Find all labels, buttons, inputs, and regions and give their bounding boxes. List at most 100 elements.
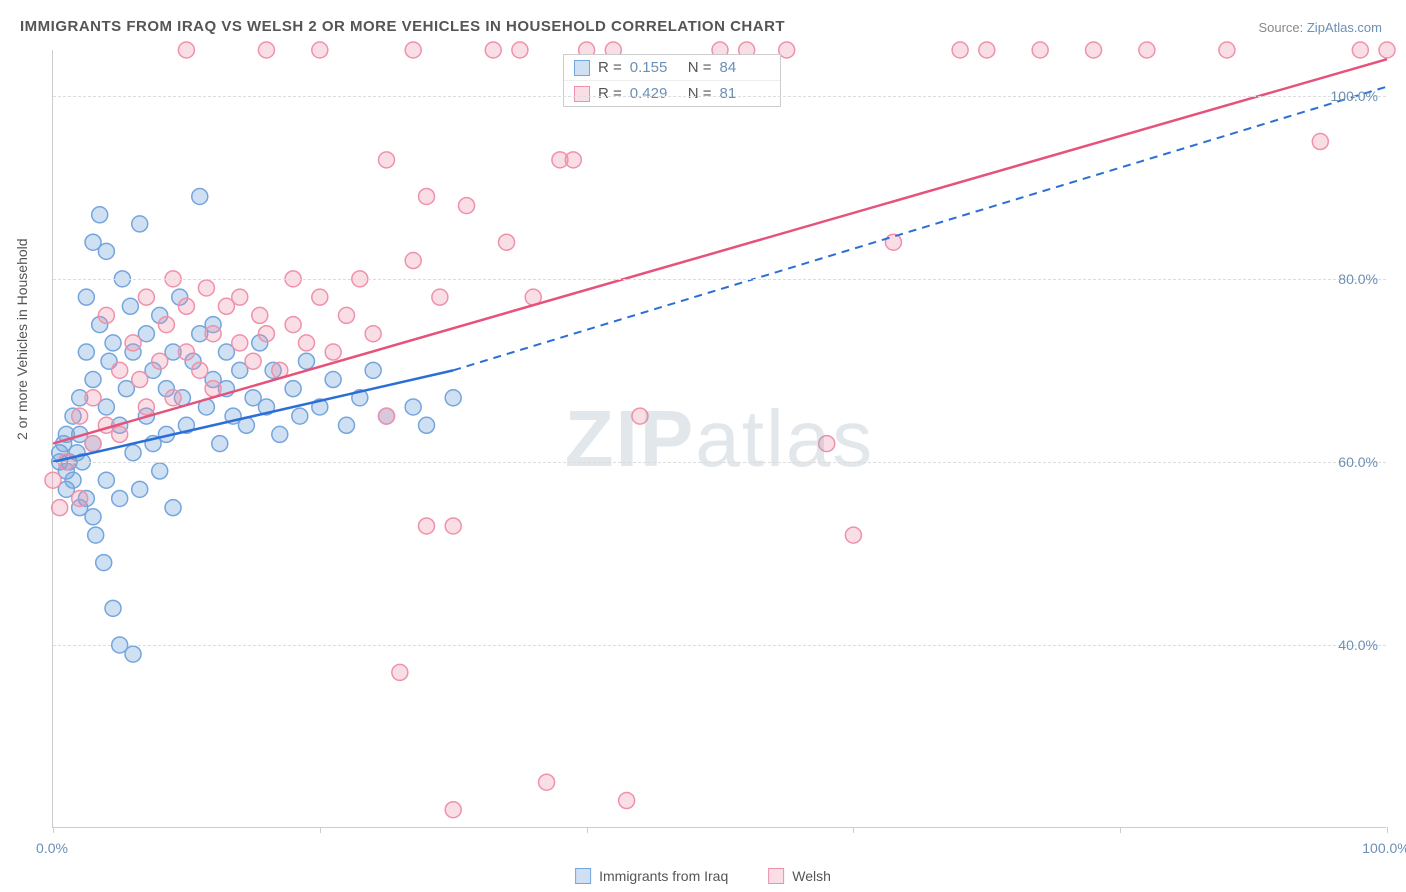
stats-r-value-series2: 0.429 [630, 85, 680, 102]
chart-plot-area: ZIPatlas R = 0.155 N = 84 R = 0.429 N = … [52, 50, 1386, 828]
scatter-point [512, 42, 528, 58]
scatter-point [192, 188, 208, 204]
x-tick [1387, 827, 1388, 833]
scatter-point [979, 42, 995, 58]
scatter-point [1352, 42, 1368, 58]
scatter-point [132, 372, 148, 388]
scatter-point [132, 481, 148, 497]
stats-n-label: N = [688, 85, 712, 102]
source-prefix: Source: [1258, 20, 1306, 35]
x-tick-label: 0.0% [36, 840, 68, 856]
stats-r-value-series1: 0.155 [630, 59, 680, 76]
scatter-point [78, 344, 94, 360]
scatter-point [392, 664, 408, 680]
scatter-point [419, 188, 435, 204]
scatter-point [85, 372, 101, 388]
scatter-point [292, 408, 308, 424]
legend-label-series2: Welsh [792, 868, 831, 884]
scatter-point [138, 289, 154, 305]
scatter-point [152, 463, 168, 479]
scatter-point [85, 509, 101, 525]
x-tick [53, 827, 54, 833]
scatter-point [325, 344, 341, 360]
scatter-point [405, 42, 421, 58]
source-link[interactable]: ZipAtlas.com [1307, 20, 1382, 35]
scatter-point [405, 399, 421, 415]
scatter-point [312, 289, 328, 305]
scatter-point [65, 472, 81, 488]
scatter-point [158, 317, 174, 333]
scatter-point [112, 362, 128, 378]
scatter-point [419, 518, 435, 534]
scatter-point [445, 518, 461, 534]
x-tick [1120, 827, 1121, 833]
scatter-point [205, 381, 221, 397]
scatter-point [125, 646, 141, 662]
scatter-point [565, 152, 581, 168]
stats-n-value-series1: 84 [720, 59, 770, 76]
scatter-point [132, 216, 148, 232]
scatter-point [1139, 42, 1155, 58]
y-tick-label: 60.0% [1338, 454, 1378, 470]
scatter-point [98, 472, 114, 488]
source-attribution: Source: ZipAtlas.com [1258, 20, 1382, 35]
scatter-point [178, 42, 194, 58]
scatter-point [152, 353, 168, 369]
scatter-point [365, 362, 381, 378]
scatter-point [485, 42, 501, 58]
gridline [53, 645, 1386, 646]
scatter-point [198, 280, 214, 296]
scatter-point [405, 253, 421, 269]
correlation-stats-box: R = 0.155 N = 84 R = 0.429 N = 81 [563, 54, 781, 107]
scatter-point [819, 436, 835, 452]
trendline-dashed [453, 87, 1387, 371]
x-tick [587, 827, 588, 833]
scatter-point [1086, 42, 1102, 58]
scatter-point [312, 42, 328, 58]
scatter-point [1219, 42, 1235, 58]
scatter-point [45, 472, 61, 488]
scatter-point [122, 298, 138, 314]
scatter-point [445, 390, 461, 406]
scatter-point [252, 307, 268, 323]
chart-svg [53, 50, 1386, 827]
scatter-point [105, 600, 121, 616]
scatter-point [365, 326, 381, 342]
scatter-point [165, 500, 181, 516]
bottom-legend: Immigrants from Iraq Welsh [575, 868, 831, 884]
gridline [53, 96, 1386, 97]
scatter-point [258, 326, 274, 342]
chart-title: IMMIGRANTS FROM IRAQ VS WELSH 2 OR MORE … [20, 18, 785, 35]
scatter-point [88, 527, 104, 543]
y-tick-label: 80.0% [1338, 271, 1378, 287]
legend-label-series1: Immigrants from Iraq [599, 868, 728, 884]
scatter-point [445, 802, 461, 818]
scatter-point [432, 289, 448, 305]
scatter-point [885, 234, 901, 250]
scatter-point [1379, 42, 1395, 58]
scatter-point [419, 417, 435, 433]
stats-row-series2: R = 0.429 N = 81 [564, 80, 780, 106]
scatter-point [212, 436, 228, 452]
stats-swatch-series1 [574, 60, 590, 76]
x-tick-label: 100.0% [1362, 840, 1406, 856]
stats-row-series1: R = 0.155 N = 84 [564, 55, 780, 80]
scatter-point [165, 390, 181, 406]
scatter-point [232, 335, 248, 351]
gridline [53, 279, 1386, 280]
scatter-point [72, 408, 88, 424]
scatter-point [92, 207, 108, 223]
scatter-point [78, 289, 94, 305]
scatter-point [952, 42, 968, 58]
scatter-point [379, 408, 395, 424]
scatter-point [298, 353, 314, 369]
trendline [53, 59, 1387, 443]
scatter-point [138, 399, 154, 415]
y-axis-label: 2 or more Vehicles in Household [14, 238, 30, 440]
scatter-point [205, 326, 221, 342]
scatter-point [52, 500, 68, 516]
legend-item-series1: Immigrants from Iraq [575, 868, 728, 884]
scatter-point [178, 298, 194, 314]
scatter-point [845, 527, 861, 543]
scatter-point [258, 42, 274, 58]
